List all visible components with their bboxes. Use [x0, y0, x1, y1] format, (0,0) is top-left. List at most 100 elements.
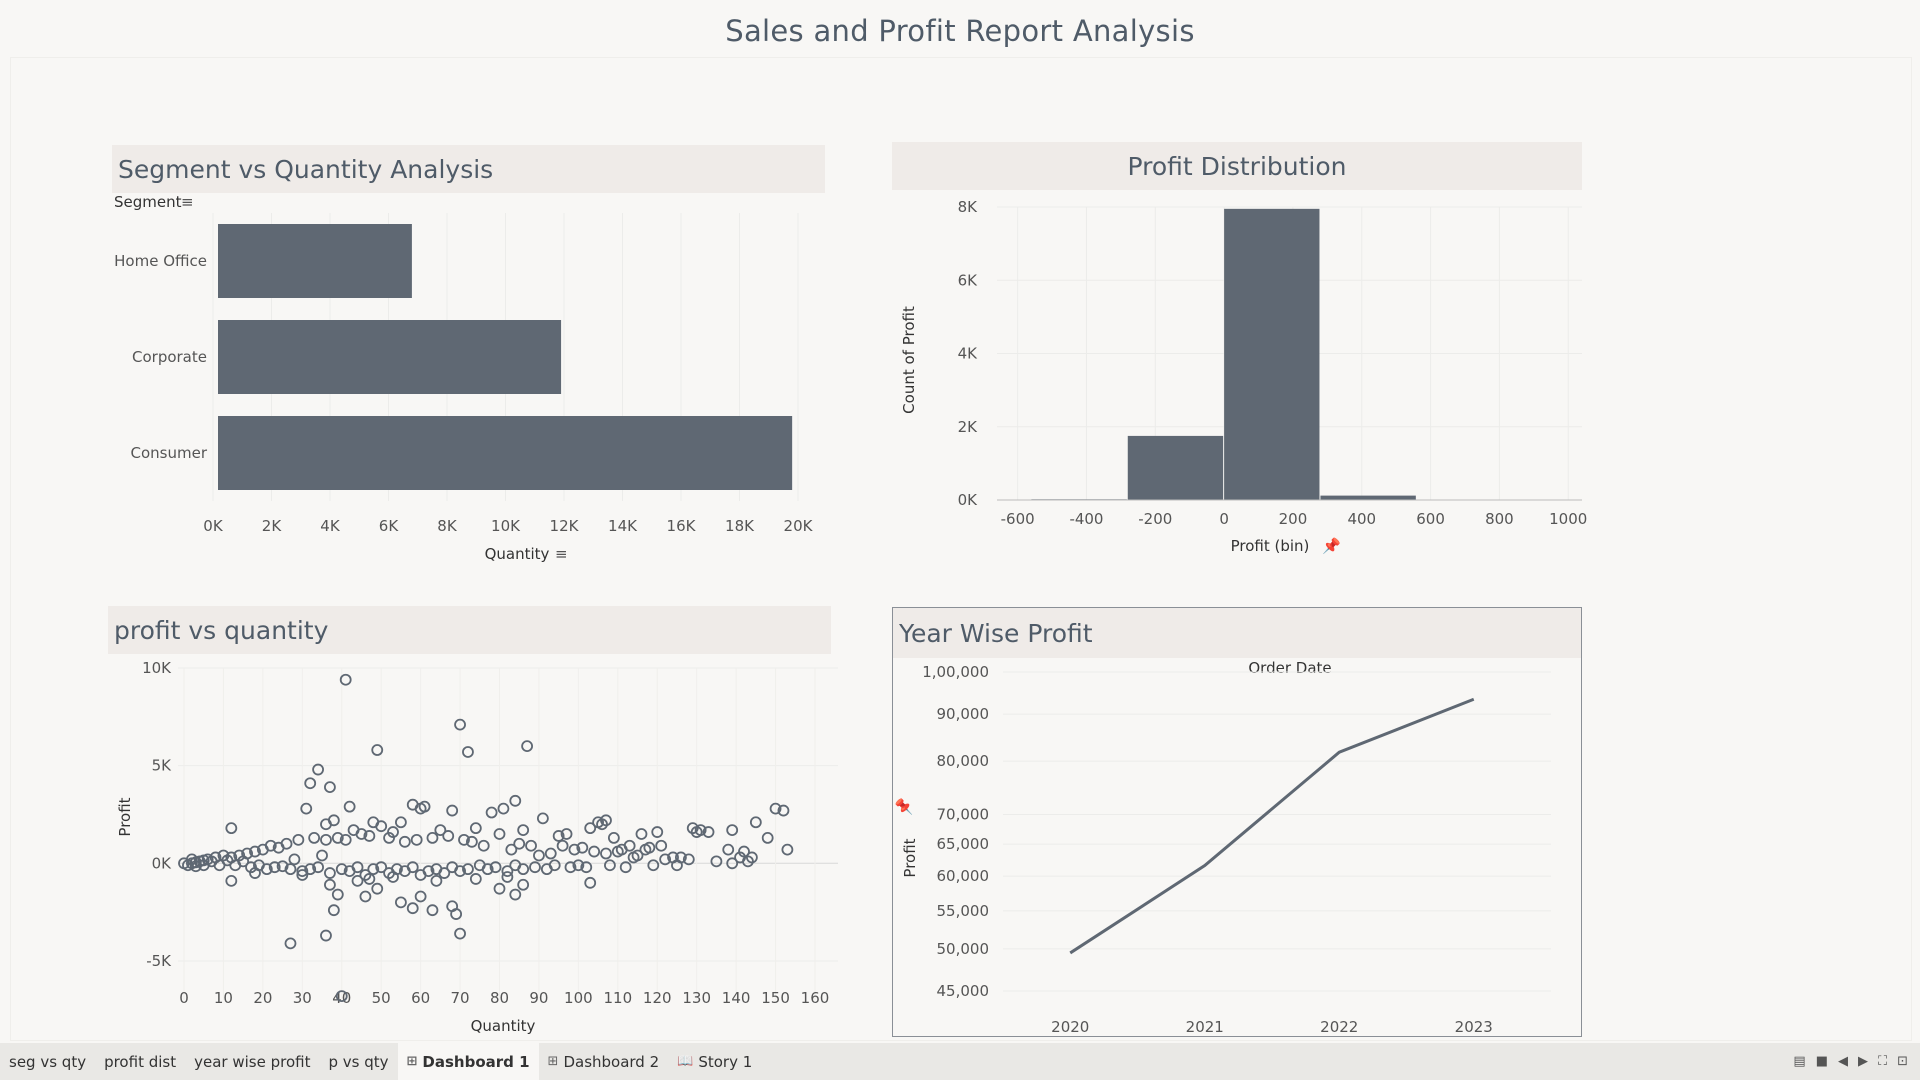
scatter-point — [489, 861, 502, 874]
segment-panel-header: Segment vs Quantity Analysis — [112, 145, 825, 193]
scatter-point — [529, 861, 541, 874]
scatter-point — [454, 718, 466, 731]
sheet-tab-label: Story 1 — [698, 1052, 753, 1071]
sheet-tab-story-1[interactable]: 📖 Story 1 — [668, 1043, 761, 1080]
scatter-point — [749, 816, 762, 829]
sheet-tab-dashboard-1[interactable]: ⊞ Dashboard 1 — [397, 1043, 539, 1080]
sheet-tab-seg-vs-qty[interactable]: seg vs qty — [0, 1043, 95, 1080]
scatter-point — [395, 816, 407, 829]
scatter-point — [414, 802, 427, 815]
y-tick-label: 60,000 — [937, 867, 990, 885]
sheet-tab-year-wise-profit[interactable]: year wise profit — [185, 1043, 319, 1080]
scatter-point — [548, 859, 561, 872]
sheet-tab-label: year wise profit — [194, 1052, 311, 1071]
profit-distribution-chart[interactable]: 0K 2K 4K 6K 8K -600 -400 -200 0 200 400 600 800 1000 C… — [892, 190, 1592, 570]
scatter-point — [517, 863, 530, 876]
pvq-panel-title: profit vs quantity — [114, 615, 329, 645]
scatter-point — [312, 861, 324, 874]
segment-quantity-chart[interactable]: Segment ≡0K 2K 4K 6K 8K 10K 12K 14K 16K 18K 20KHome… — [108, 193, 828, 573]
scatter-point — [469, 873, 482, 885]
year-tick-label: 2021 — [1186, 1018, 1224, 1036]
next-sheet-icon[interactable]: ▶ — [1857, 1054, 1868, 1069]
scatter-point — [627, 851, 640, 864]
scatter-point — [343, 800, 356, 813]
scatter-point — [339, 673, 352, 686]
profit-line — [1069, 697, 1475, 955]
scatter-point — [284, 937, 297, 950]
scatter-point — [572, 859, 585, 872]
histogram-bar — [1320, 495, 1416, 500]
prev-sheet-icon[interactable]: ◀ — [1837, 1054, 1848, 1069]
scatter-point — [738, 845, 750, 858]
scatter-point — [533, 849, 545, 862]
story-icon: 📖 — [677, 1054, 694, 1069]
segment-label: Home Office — [114, 252, 207, 270]
scatter-point — [363, 830, 376, 842]
grid-view-icon[interactable]: ▤ — [1793, 1054, 1806, 1069]
dashboard-frame — [10, 57, 1912, 1041]
scatter-point — [426, 904, 439, 917]
scatter-point — [300, 802, 313, 815]
scatter-point — [324, 878, 336, 891]
year-tick-label: 2023 — [1455, 1018, 1493, 1036]
x-tick-label: 100 — [564, 989, 593, 1007]
x-tick-label: 800 — [1485, 510, 1514, 528]
scatter-point — [320, 833, 332, 846]
scatter-point — [288, 853, 301, 866]
scatter-point — [769, 802, 782, 815]
scatter-point — [560, 828, 573, 840]
sheet-tab-dashboard-2[interactable]: ⊞ Dashboard 2 — [539, 1043, 669, 1080]
scatter-point — [584, 822, 597, 835]
quantity-axis-title: Quantity — [471, 1017, 536, 1035]
scatter-point — [517, 878, 530, 891]
dashboard-title: Sales and Profit Report Analysis — [725, 14, 1195, 48]
sheet-tab-profit-dist[interactable]: profit dist — [95, 1043, 185, 1080]
scatter-point — [576, 841, 589, 854]
present-icon[interactable]: ⊡ — [1897, 1054, 1908, 1069]
sheet-tab-p-vs-qty[interactable]: p vs qty — [319, 1043, 397, 1080]
scatter-point — [454, 865, 466, 878]
scatter-point — [387, 826, 399, 838]
profit-dist-panel-header: Profit Distribution — [892, 142, 1582, 190]
scatter-point — [245, 861, 257, 874]
scatter-point — [722, 843, 735, 856]
x-tick-label: 16K — [667, 517, 697, 535]
y-tick-label: 6K — [958, 271, 979, 289]
scatter-point — [454, 927, 466, 940]
scatter-point — [556, 839, 569, 852]
year-panel-title: Year Wise Profit — [899, 618, 1093, 648]
scatter-point — [493, 882, 506, 895]
scatter-point — [375, 820, 388, 833]
y-tick-label: 65,000 — [937, 835, 990, 853]
scatter-point — [335, 863, 348, 876]
x-tick-label: 90 — [529, 989, 548, 1007]
scatter-point — [509, 794, 522, 807]
x-tick-label: -400 — [1069, 510, 1103, 528]
x-tick-label: -200 — [1138, 510, 1172, 528]
x-tick-label: 1000 — [1549, 510, 1587, 528]
scatter-point — [304, 863, 317, 876]
histogram-bar — [1127, 435, 1224, 500]
sheet-tab-label: p vs qty — [328, 1052, 389, 1071]
single-view-icon[interactable]: ■ — [1815, 1054, 1828, 1069]
profit-bin-axis-title: Profit (bin) — [1231, 537, 1310, 555]
scatter-point — [682, 853, 695, 866]
scatter-point — [777, 804, 790, 817]
scatter-point — [383, 832, 395, 844]
scatter-point — [509, 888, 522, 901]
scatter-point — [643, 841, 656, 854]
scatter-point — [781, 843, 794, 856]
scatter-point — [256, 843, 269, 856]
scatter-point — [635, 828, 648, 840]
scatter-point — [675, 851, 687, 864]
scatter-point — [702, 826, 715, 838]
year-wise-profit-chart[interactable]: Order Date 1,00,000 90,000 80,000 70,000 65,0… — [893, 658, 1581, 1036]
x-tick-label: 12K — [550, 517, 580, 535]
x-tick-label: 70 — [451, 989, 470, 1007]
scatter-point — [406, 902, 419, 915]
fullscreen-icon[interactable]: ⛶ — [1877, 1054, 1888, 1069]
scatter-point — [564, 861, 577, 874]
y-tick-label: -5K — [146, 952, 172, 970]
scatter-point — [501, 865, 514, 878]
